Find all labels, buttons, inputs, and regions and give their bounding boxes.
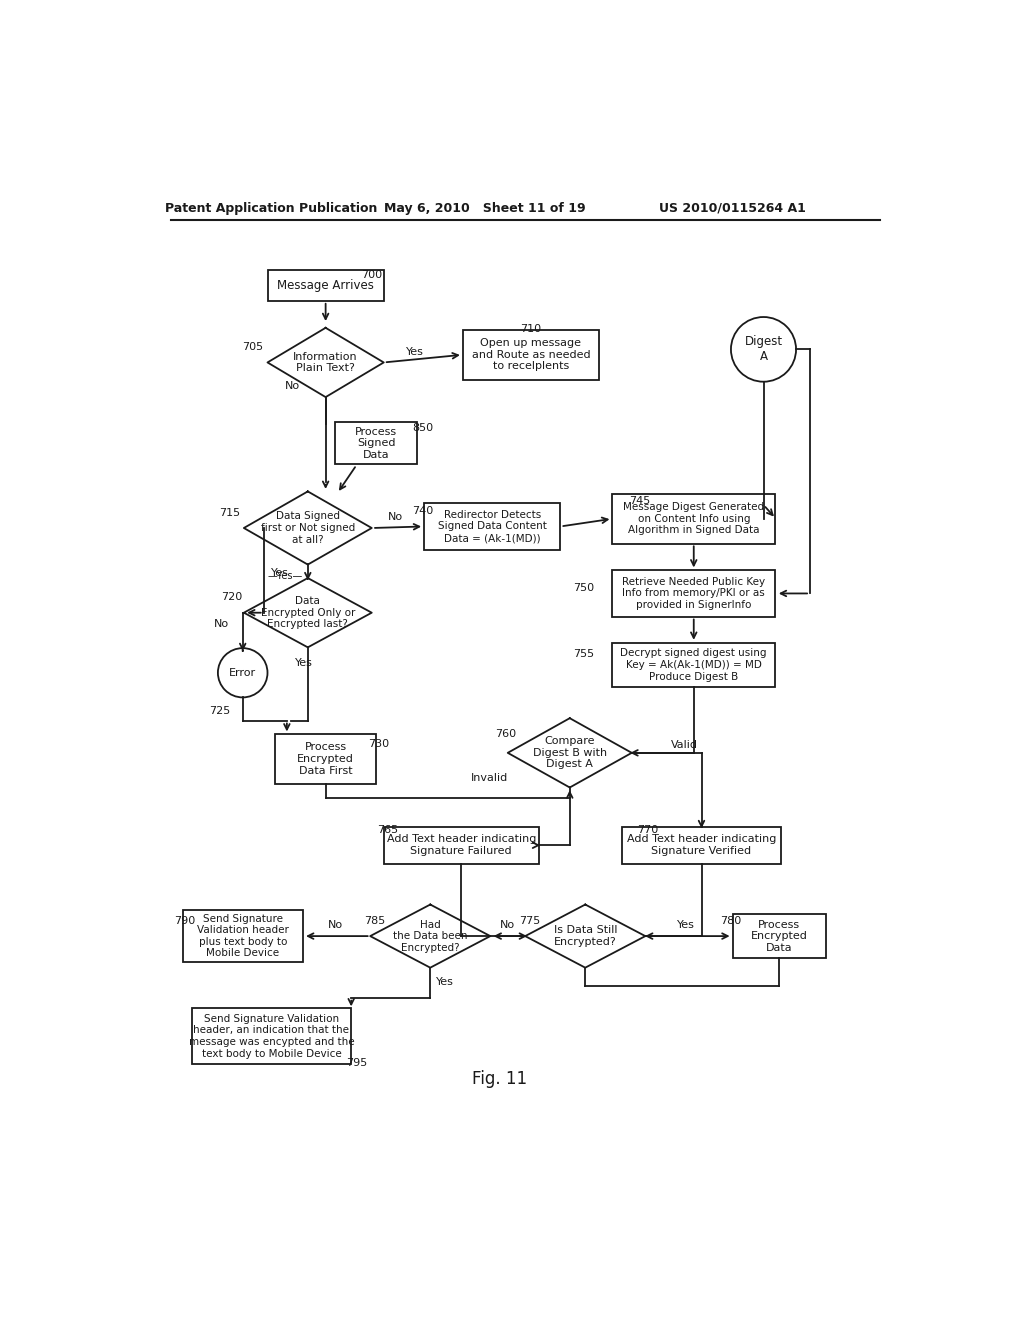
Text: 775: 775 [519,916,540,925]
Text: Yes: Yes [295,657,312,668]
Text: Send Signature
Validation header
plus text body to
Mobile Device: Send Signature Validation header plus te… [197,913,289,958]
Text: Yes: Yes [271,568,289,578]
Text: Data
Encrypted Only or
Encrypted last?: Data Encrypted Only or Encrypted last? [261,597,355,630]
FancyBboxPatch shape [612,494,775,544]
Text: 790: 790 [174,916,196,925]
FancyBboxPatch shape [267,271,384,301]
Polygon shape [508,718,632,788]
Text: 755: 755 [573,648,594,659]
Text: No: No [285,380,300,391]
Text: Compare
Digest B with
Digest A: Compare Digest B with Digest A [532,737,607,770]
Text: 700: 700 [361,271,383,280]
Text: No: No [388,512,402,521]
Text: Yes: Yes [436,977,455,987]
Polygon shape [371,904,490,968]
Text: Yes: Yes [677,920,695,929]
Circle shape [218,648,267,697]
Text: 725: 725 [209,706,230,717]
FancyBboxPatch shape [191,1008,351,1064]
Text: 795: 795 [346,1059,368,1068]
Text: 760: 760 [495,730,516,739]
Text: 765: 765 [377,825,398,834]
Text: Decrypt signed digest using
Key = Ak(Ak-1(MD)) = MD
Produce Digest B: Decrypt signed digest using Key = Ak(Ak-… [621,648,767,681]
Text: Data Signed
first or Not signed
at all?: Data Signed first or Not signed at all? [261,511,355,545]
Text: 780: 780 [720,916,741,925]
FancyBboxPatch shape [612,570,775,616]
Text: Process
Encrypted
Data First: Process Encrypted Data First [297,742,354,776]
Text: Process
Encrypted
Data: Process Encrypted Data [751,920,808,953]
Text: 850: 850 [412,422,433,433]
FancyBboxPatch shape [612,643,775,688]
Text: Add Text header indicating
Signature Verified: Add Text header indicating Signature Ver… [627,834,776,857]
FancyBboxPatch shape [424,503,560,549]
Polygon shape [525,904,645,968]
Text: 745: 745 [629,496,650,506]
Text: Yes: Yes [406,347,424,358]
Text: 750: 750 [573,583,594,593]
Text: Redirector Detects
Signed Data Content
Data = (Ak-1(MD)): Redirector Detects Signed Data Content D… [438,510,547,543]
Text: Fig. 11: Fig. 11 [472,1069,527,1088]
FancyBboxPatch shape [182,909,303,962]
Polygon shape [244,578,372,647]
Polygon shape [244,491,372,565]
Text: No: No [500,920,515,929]
Text: Digest
A: Digest A [744,335,782,363]
Text: 720: 720 [221,593,243,602]
FancyBboxPatch shape [384,826,539,863]
Text: 710: 710 [520,325,542,334]
Text: Open up message
and Route as needed
to recelplents: Open up message and Route as needed to r… [472,338,590,371]
Text: 730: 730 [368,739,389,748]
Text: No: No [214,619,228,630]
Text: No: No [328,920,343,929]
Text: Retrieve Needed Public Key
Info from memory/PKI or as
provided in SignerInfo: Retrieve Needed Public Key Info from mem… [623,577,765,610]
Text: —Yes—: —Yes— [267,570,303,581]
Text: Message Digest Generated
on Content Info using
Algorithm in Signed Data: Message Digest Generated on Content Info… [624,502,764,536]
FancyBboxPatch shape [463,330,599,380]
Text: 785: 785 [364,916,385,925]
Text: Patent Application Publication: Patent Application Publication [165,202,378,215]
Text: Message Arrives: Message Arrives [278,279,374,292]
FancyBboxPatch shape [732,913,825,958]
Text: Add Text header indicating
Signature Failured: Add Text header indicating Signature Fai… [387,834,536,857]
Text: Error: Error [229,668,256,677]
FancyBboxPatch shape [622,826,781,863]
Text: 715: 715 [219,508,241,517]
Polygon shape [267,327,384,397]
FancyBboxPatch shape [335,422,417,465]
Text: Valid: Valid [671,741,697,750]
Text: May 6, 2010   Sheet 11 of 19: May 6, 2010 Sheet 11 of 19 [384,202,586,215]
Text: Process
Signed
Data: Process Signed Data [355,426,397,459]
Text: Send Signature Validation
header, an indication that the
message was encypted an: Send Signature Validation header, an ind… [188,1014,354,1059]
Text: Invalid: Invalid [470,774,508,783]
Text: 705: 705 [243,342,263,352]
Circle shape [731,317,796,381]
Text: Is Data Still
Encrypted?: Is Data Still Encrypted? [554,925,617,946]
Text: US 2010/0115264 A1: US 2010/0115264 A1 [659,202,806,215]
Text: 770: 770 [637,825,657,834]
Text: Information
Plain Text?: Information Plain Text? [293,351,358,374]
Text: Had
the Data been
Encrypted?: Had the Data been Encrypted? [393,920,468,953]
FancyBboxPatch shape [275,734,376,784]
Text: 740: 740 [412,506,433,516]
